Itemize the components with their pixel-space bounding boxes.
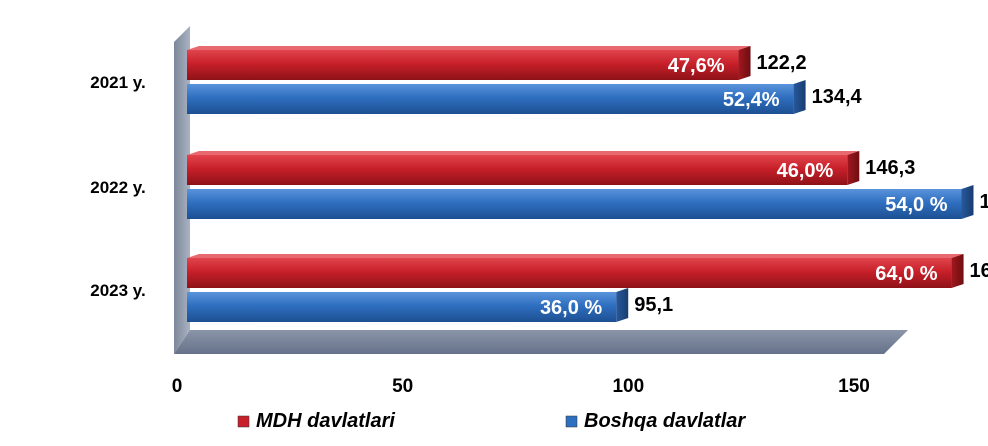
value-label: 171,6 xyxy=(979,191,988,213)
bar xyxy=(187,189,962,219)
share-label: 36,0 % xyxy=(540,297,602,319)
bar xyxy=(187,84,794,114)
category-label: 2022 y. xyxy=(90,178,145,197)
legend-swatch xyxy=(237,415,250,428)
bar-end-cap xyxy=(793,80,806,114)
legend-label: Boshqa davlatlar xyxy=(584,410,746,432)
value-label: 169,4 xyxy=(970,260,988,282)
bar-top-face xyxy=(187,151,860,155)
bar xyxy=(187,50,739,80)
x-tick-label: 150 xyxy=(838,376,870,397)
bar xyxy=(187,155,848,185)
bar-end-cap xyxy=(961,185,974,219)
bars-layer xyxy=(187,46,974,322)
share-label: 54,0 % xyxy=(885,194,947,216)
bar-end-cap xyxy=(738,46,751,80)
value-label: 134,4 xyxy=(812,86,863,108)
bar-end-cap xyxy=(847,151,860,185)
value-label: 95,1 xyxy=(634,294,673,316)
bar-end-cap xyxy=(951,254,964,288)
x-tick-label: 50 xyxy=(392,376,413,397)
value-label: 122,2 xyxy=(757,52,807,74)
legend-label: MDH davlatlari xyxy=(256,410,395,432)
share-label: 46,0% xyxy=(777,160,834,182)
x-tick-label: 0 xyxy=(172,376,183,397)
bar-top-face xyxy=(187,46,751,50)
back-wall xyxy=(174,26,190,354)
legend-swatch xyxy=(565,415,578,428)
share-label: 52,4% xyxy=(723,89,780,111)
bar xyxy=(187,258,952,288)
chart-floor xyxy=(174,330,908,354)
value-label: 146,3 xyxy=(865,157,915,179)
x-axis: 0 50 100 150 xyxy=(172,376,870,397)
bar-end-cap xyxy=(616,288,629,322)
category-label: 2021 y. xyxy=(90,73,145,92)
share-label: 64,0 % xyxy=(875,263,937,285)
bar-top-face xyxy=(187,254,964,258)
legend: MDH davlatlari Boshqa davlatlar xyxy=(237,410,746,432)
category-label: 2023 y. xyxy=(90,281,145,300)
share-label: 47,6% xyxy=(668,55,725,77)
x-tick-label: 100 xyxy=(612,376,644,397)
bar xyxy=(187,292,617,322)
labels-layer: 2021 y. 47,6% 122,2 52,4% 134,4 2022 y. 46,0% 1… xyxy=(90,52,988,319)
